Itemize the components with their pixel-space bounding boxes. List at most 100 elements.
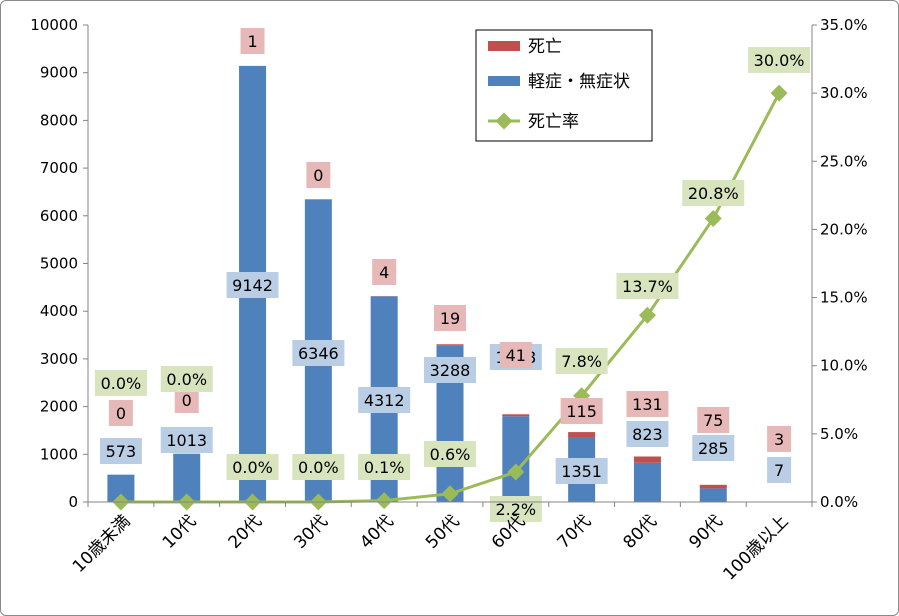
label-death-bg [306,162,331,188]
bar-mild [502,416,530,502]
y-left-tick-label: 3000 [40,350,78,368]
label-death: 4 [379,263,389,282]
label-rate: 30.0% [754,51,805,70]
x-category-label: 40代 [356,511,397,552]
label-mild-bg [160,427,213,453]
label-rate-bg [748,47,811,73]
label-rate-bg [94,370,147,396]
x-category-label: 80代 [620,511,661,552]
y-left-tick-label: 9000 [40,64,78,82]
label-rate-bg [358,454,411,480]
label-mild: 573 [106,442,137,461]
label-rate: 7.8% [561,352,602,371]
label-death: 3 [774,430,784,449]
bar-death [633,456,661,463]
bar-mild [633,462,661,502]
y-left-tick-label: 5000 [40,255,78,273]
label-mild: 7 [774,461,784,480]
bar-death [436,344,464,346]
label-rate-bg [424,441,476,467]
y-left-tick-label: 7000 [40,159,78,177]
y-right-tick-label: 15.0% [820,289,868,307]
y-left-tick-label: 1000 [40,445,78,463]
label-death: 0 [182,391,192,410]
y-right-tick-label: 25.0% [820,152,868,170]
label-rate: 20.8% [688,184,739,203]
label-death-bg [499,342,532,368]
label-rate: 0.0% [101,374,142,393]
label-death: 0 [313,166,323,185]
y-left-axis: 0 1000 2000 3000 4000 5000 6000 7000 8000 9000 100… [30,16,89,511]
label-mild: 9142 [232,276,273,295]
y-right-axis: 0.0% 5.0% 10.0% 15.0% 20.0% 25.0% 30.0% 35.0% [811,16,868,511]
label-rate-bg [292,454,345,480]
x-category-label: 10代 [159,511,200,552]
x-category-label: 100歳以上 [719,511,792,584]
label-rate: 0.1% [364,458,405,477]
x-category-label: 30代 [290,511,331,552]
label-death-bg [240,28,265,54]
label-rate: 0.0% [166,370,207,389]
label-mild-bg [767,457,792,483]
label-mild: 6346 [298,344,339,363]
legend-label-mild: 軽症・無症状 [528,72,630,92]
y-right-tick-label: 30.0% [820,84,868,102]
label-rate: 2.2% [495,500,536,519]
label-mild: 3288 [430,361,471,380]
label-rate: 13.7% [622,277,673,296]
label-mild: 1013 [166,431,207,450]
label-mild: 823 [632,425,663,444]
label-mild-bg [692,435,735,461]
label-death-bg [372,259,397,285]
y-left-tick-label: 8000 [40,111,78,129]
mortality-point [441,485,459,503]
y-left-tick-label: 2000 [40,398,78,416]
label-rate-bg [682,180,745,206]
label-death: 0 [116,404,126,423]
label-death-bg [434,305,466,331]
bars [107,65,793,502]
label-rate-bg [489,496,542,522]
mortality-point [507,463,525,481]
legend-swatch-death [488,41,520,51]
label-mild-bg [626,421,669,447]
mortality-point [770,84,788,102]
y-left-tick-label: 6000 [40,207,78,225]
label-mild-bg [99,438,142,464]
label-rate: 0.0% [232,458,273,477]
y-right-tick-label: 20.0% [820,220,868,238]
label-death-bg [767,426,792,452]
mortality-point [704,210,722,228]
label-death-bg [697,407,730,433]
label-death-bg [626,391,669,417]
x-category-label: 50代 [422,511,463,552]
label-death: 19 [440,309,460,328]
y-right-tick-label: 10.0% [820,357,868,375]
label-mild-bg [424,357,476,383]
x-category-label: 70代 [554,511,595,552]
label-mild-bg [555,458,608,484]
label-rate-bg [226,454,279,480]
y-right-tick-label: 0.0% [820,493,858,511]
label-rate: 0.0% [298,458,339,477]
label-death-bg [560,398,603,424]
legend-swatch-mild [488,76,520,86]
bar-death [568,432,596,438]
label-mild-bg [358,387,411,413]
y-left-tick-label: 0 [68,493,78,511]
y-left-tick-label: 10000 [30,16,78,34]
data-labels: 5731013914263464312328817981351823285700… [94,28,811,522]
legend-label-death: 死亡 [528,37,562,57]
legend-marker-rate [495,112,513,130]
y-right-tick-label: 5.0% [820,425,858,443]
label-mild: 1351 [561,462,602,481]
mortality-point [375,492,393,510]
x-category-label: 10歳未満 [69,511,135,577]
label-rate-bg [160,366,213,392]
label-mild: 285 [698,439,729,458]
x-category-label: 90代 [685,511,726,552]
mortality-point [638,306,656,324]
